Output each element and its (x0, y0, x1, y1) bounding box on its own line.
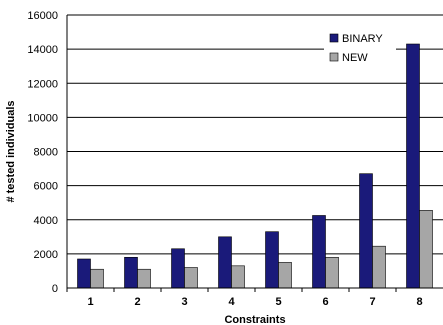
bar-binary-4 (218, 236, 232, 289)
y-tick-label: 12000 (27, 78, 58, 90)
bar-new-5 (278, 262, 292, 289)
bar-binary-8 (406, 43, 420, 289)
bar-binary-3 (171, 248, 185, 289)
y-tick-label: 2000 (34, 249, 58, 261)
bar-new-4 (231, 265, 245, 289)
bar-new-8 (419, 210, 433, 289)
x-tick-label: 5 (275, 296, 281, 308)
y-axis-title: # tested individuals (5, 100, 17, 202)
y-tick-labels: 0 2000 4000 6000 8000 10000 12000 14000 16000 (27, 10, 58, 295)
bar-binary-1 (77, 258, 91, 289)
bar-new-1 (90, 268, 104, 289)
bar-new-6 (325, 256, 339, 289)
bar-new-2 (137, 268, 151, 289)
y-tick-label: 0 (52, 283, 58, 295)
bar-binary-6 (312, 215, 326, 289)
bar-binary-7 (359, 173, 373, 289)
legend-swatch-binary (329, 33, 339, 43)
x-axis-title: Constraints (224, 314, 285, 325)
x-tick-label: 8 (416, 296, 422, 308)
y-tick-label: 6000 (34, 181, 58, 193)
x-tick-label: 4 (228, 296, 235, 308)
x-tick-label: 2 (134, 296, 140, 308)
x-tick-label: 6 (322, 296, 328, 308)
bars (77, 43, 433, 289)
bar-binary-2 (124, 256, 138, 289)
legend-label-binary: BINARY (342, 33, 383, 45)
legend-label-new: NEW (342, 52, 368, 64)
y-tick-label: 8000 (34, 147, 58, 159)
y-tick-label: 10000 (27, 112, 58, 124)
bar-new-7 (372, 245, 386, 289)
y-tick-label: 16000 (27, 10, 58, 22)
legend: BINARY NEW (324, 28, 396, 72)
bar-new-3 (184, 267, 198, 289)
x-tick-label: 1 (87, 296, 93, 308)
x-tick-labels: 1 2 3 4 5 6 7 8 (66, 288, 423, 308)
bar-binary-5 (265, 231, 279, 289)
x-tick-label: 3 (181, 296, 187, 308)
gridlines (67, 14, 443, 255)
y-tick-label: 4000 (34, 215, 58, 227)
x-tick-label: 7 (369, 296, 375, 308)
legend-swatch-new (329, 52, 339, 62)
y-tick-label: 14000 (27, 44, 58, 56)
